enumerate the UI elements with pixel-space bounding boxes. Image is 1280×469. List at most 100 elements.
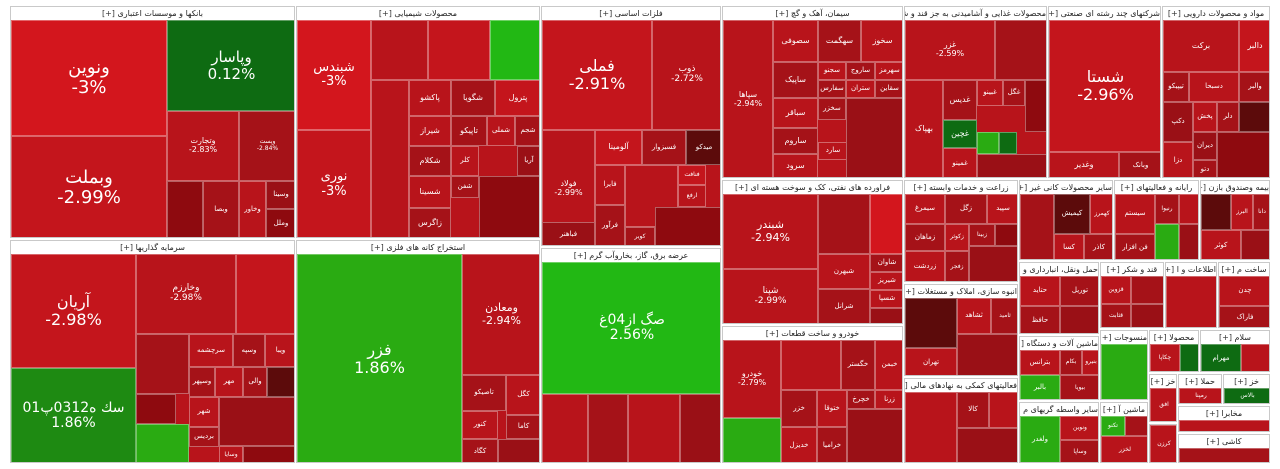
tile-ghemino[interactable]: غمینو [943, 148, 977, 177]
tile-khegostar[interactable]: خگستر [841, 340, 875, 390]
tile-ot4-a[interactable] [1179, 448, 1269, 462]
tile-kehmarz[interactable]: کهمرز [1090, 194, 1112, 234]
tile-kemash[interactable]: کیمیش [1054, 194, 1090, 234]
tile-palkesh[interactable]: پاکشو [409, 80, 451, 116]
tile-aflas[interactable]: افق [1150, 388, 1176, 421]
sector-info[interactable]: اطلاعات و ا [+] [1165, 262, 1217, 328]
tile-sepaha[interactable]: سپاها -2.94% [723, 20, 773, 177]
tile-pr-a[interactable] [1180, 344, 1198, 371]
tile-viba[interactable]: ویبا [265, 334, 294, 367]
sector-agri[interactable]: زراعت و خدمات وابسته [+] سیمرغ زگل سپید … [904, 180, 1018, 282]
tile-zerdasht[interactable]: زردشت [905, 251, 945, 281]
tile-benab[interactable]: بنیرو [1082, 350, 1098, 375]
tile-sekhaz[interactable]: سخوز [861, 20, 902, 62]
tile-khodrooto[interactable]: ختوقا [817, 390, 847, 427]
tile-kgad[interactable]: کگاد [462, 439, 498, 462]
tile-fevahan[interactable]: فباهنر [542, 222, 595, 245]
sector-finance[interactable]: فعالیتهای کمکی به نهادهای مالی [+] کالا [904, 378, 1018, 463]
sector-nonmetal[interactable]: سایر محصولات کانی غیر [+] کیمیش کهمرز کس… [1019, 180, 1113, 260]
tile-ghejin[interactable]: غچین [943, 120, 977, 148]
tile-tel-a[interactable] [1201, 194, 1231, 230]
sector-construction[interactable]: ساخت م [+] چدن فاراک [1218, 262, 1270, 328]
tile-tx-a[interactable] [1101, 344, 1147, 399]
sector-machinery[interactable]: ماشین آلات و دستگاه [+] بترانس بکام بنیر… [1019, 336, 1099, 400]
tile-shesina[interactable]: شسینا [409, 176, 451, 208]
tile-re-a[interactable] [905, 298, 957, 348]
tile-vtejarat[interactable]: وتجارت -2.83% [167, 111, 239, 181]
tile-sw-a[interactable] [1179, 194, 1198, 224]
tile-tashahd[interactable]: ثشاهد [957, 298, 991, 334]
tile-petrol[interactable]: پترول [495, 80, 539, 116]
tile-serood[interactable]: سرود [773, 154, 818, 177]
tile-shegoya[interactable]: شگویا [451, 80, 495, 116]
tile-kala[interactable]: کالا [957, 392, 989, 428]
tile-fi-a[interactable] [905, 392, 957, 462]
tile-dzaha[interactable]: دزا [1163, 142, 1193, 177]
tile-alborz[interactable]: البرز [1231, 194, 1253, 230]
sector-other5[interactable]: خز [+] بالاس [1223, 374, 1270, 404]
tile-zekosh[interactable]: زکوثر [945, 224, 969, 251]
tile-vbank[interactable]: وبانک [1119, 152, 1160, 177]
tile-vatoosi[interactable]: ونوین [1060, 416, 1098, 440]
tile-ot3-a[interactable] [1179, 420, 1269, 431]
tile-femeli[interactable]: فملی -2.91% [542, 20, 652, 130]
tile-chadan[interactable]: چدن [1219, 276, 1269, 306]
tile-mehr[interactable]: مهر [215, 367, 243, 397]
tile-zabin[interactable]: زبینا [969, 224, 995, 246]
tile-deto[interactable]: دتو [1193, 160, 1217, 177]
tile-metal-a[interactable] [625, 165, 678, 227]
tile-su-b[interactable] [1131, 304, 1163, 327]
tile-khabiz[interactable]: خدیزل [781, 427, 817, 462]
sector-realestate[interactable]: انبوه سازی، املاک و مستغلات [+] ثشاهد ثا… [904, 284, 1018, 376]
tile-shesepa[interactable]: شسپا [870, 290, 902, 308]
sector-metals[interactable]: فلزات اساسی [+] فملی -2.91% ذوب -2.72% فول… [541, 6, 721, 246]
tile-zagros[interactable]: زاگرس [409, 208, 451, 237]
tile-khodro[interactable]: خودرو -2.79% [723, 340, 781, 418]
tile-vani[interactable]: والی [243, 367, 267, 397]
tile-ramina[interactable]: رمپنا [1179, 388, 1221, 403]
tile-min-a[interactable] [498, 439, 539, 462]
tile-sebagher[interactable]: سباقر [773, 98, 818, 128]
tile-kama[interactable]: کاما [506, 415, 539, 439]
tile-sistam[interactable]: سیستم [1115, 194, 1155, 234]
tile-inv-b[interactable] [136, 334, 189, 394]
tile-farak[interactable]: فاراک [1219, 306, 1269, 327]
tile-vonvin[interactable]: ونوین -3% [11, 20, 167, 136]
tile-vsahir[interactable]: وسپهر [189, 367, 215, 397]
tile-vghadr[interactable]: ولغدر [1020, 416, 1060, 462]
tile-inv-c[interactable] [267, 367, 294, 397]
tile-khecher[interactable]: خچرخ [847, 390, 875, 409]
tile-shiraz2[interactable]: شیریز [870, 272, 902, 290]
tile-vpasar[interactable]: وپاسار 0.12% [167, 20, 294, 111]
tile-ut-d[interactable] [680, 394, 720, 462]
tile-oil-a[interactable] [818, 194, 870, 254]
tile-hafaz[interactable]: حافظ [1020, 306, 1060, 333]
tile-sepid[interactable]: سپید [987, 194, 1017, 224]
tile-sharanl[interactable]: شرانل [818, 289, 870, 323]
tile-kal[interactable]: کلر [451, 146, 479, 176]
tile-shefn[interactable]: شفن [451, 176, 479, 198]
sector-telecom[interactable]: بیمه وصندوق بازن [+] البرز دانا کوثر [1200, 180, 1270, 260]
tile-fnafzar[interactable]: فن افزار [1115, 234, 1155, 259]
sector-other2[interactable]: حملا [+] رمپنا [1178, 374, 1222, 404]
tile-dpakhsh[interactable]: پخش [1193, 102, 1217, 132]
tile-fenaka[interactable]: فنافت [678, 165, 706, 185]
sector-cement[interactable]: سیمان، آهک و گچ [+] سپاها -2.94% سصوفی سه… [722, 6, 903, 178]
tile-vsina[interactable]: وسینا [266, 181, 294, 209]
tile-food-d[interactable] [977, 154, 1046, 177]
sector-auto[interactable]: خودرو و ساخت قطعات [+] خودرو -2.79% خگستر… [722, 326, 903, 463]
tile-zagol[interactable]: زگل [945, 194, 987, 224]
tile-reniba[interactable]: رنیوا [1155, 194, 1179, 224]
tile-mehram[interactable]: مهرام [1201, 344, 1241, 371]
tile-aria[interactable]: آریا [517, 146, 539, 176]
tile-food-b[interactable] [977, 132, 999, 154]
tile-ph-b[interactable] [1239, 102, 1269, 132]
tile-fi-b[interactable] [989, 392, 1017, 428]
tile-sefars[interactable]: سفارس [818, 80, 846, 98]
tile-shavan[interactable]: شاوان [870, 254, 902, 272]
tile-fesabzevar[interactable]: فسبزوار [642, 130, 686, 165]
tile-kisar[interactable]: کاذر [1084, 234, 1112, 259]
tile-simorgh[interactable]: سیمرغ [905, 194, 945, 224]
tile-shasta[interactable]: شستا -2.96% [1049, 20, 1160, 152]
tile-chem-c[interactable] [490, 20, 539, 80]
